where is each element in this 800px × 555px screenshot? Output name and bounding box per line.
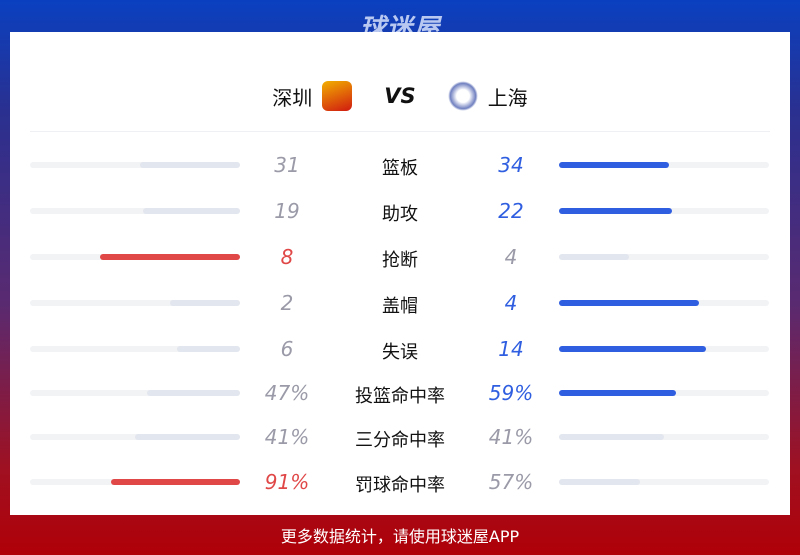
away-bar-fill: [559, 208, 672, 214]
stat-label: 抢断: [382, 250, 418, 271]
away-value: 4: [504, 245, 518, 269]
home-value: 2: [280, 291, 294, 315]
home-bar-track: [30, 346, 240, 352]
away-value: 34: [498, 153, 524, 177]
home-bar-fill: [135, 434, 240, 440]
home-bar-fill: [146, 390, 240, 396]
home-value: 6: [280, 337, 294, 361]
stat-label: 投篮命中率: [355, 386, 445, 407]
stats-card: 深圳 VS 上海 31 篮板 34 19 助攻 22 8 抢断 4 2 盖帽 4…: [10, 32, 790, 515]
away-bar-fill: [559, 479, 640, 485]
home-value: 91%: [264, 470, 310, 494]
home-bar-fill: [110, 479, 240, 485]
stat-row: 47% 投篮命中率 59%: [10, 379, 790, 409]
away-bar-fill: [559, 162, 669, 168]
stat-label: 失误: [382, 342, 418, 363]
away-bar-track: [559, 434, 769, 440]
away-value: 14: [498, 337, 524, 361]
home-value: 31: [274, 153, 300, 177]
away-bar-fill: [559, 346, 706, 352]
stat-row: 6 失误 14: [10, 335, 790, 365]
matchup-header: 深圳 VS 上海: [10, 76, 790, 116]
stat-row: 41% 三分命中率 41%: [10, 423, 790, 453]
away-team-logo-icon: [447, 81, 478, 111]
footer-promo: 更多数据统计，请使用球迷屋APP: [280, 527, 520, 546]
home-team-name: 深圳: [272, 85, 313, 110]
away-team-name: 上海: [487, 85, 528, 110]
home-bar-fill: [100, 254, 240, 260]
stat-row: 19 助攻 22: [10, 197, 790, 227]
away-bar-track: [559, 254, 769, 260]
home-bar-track: [30, 390, 240, 396]
home-value: 41%: [264, 425, 310, 449]
home-value: 19: [274, 199, 300, 223]
away-bar-track: [559, 208, 769, 214]
home-bar-fill: [177, 346, 240, 352]
away-value: 57%: [488, 470, 534, 494]
home-team-logo-icon: [322, 81, 353, 111]
stat-label: 助攻: [382, 204, 418, 225]
home-bar-fill: [142, 208, 240, 214]
home-bar-track: [30, 254, 240, 260]
away-bar-track: [559, 162, 769, 168]
away-bar-track: [559, 390, 769, 396]
home-bar-fill: [170, 300, 240, 306]
away-bar-track: [559, 346, 769, 352]
home-bar-track: [30, 434, 240, 440]
stat-row: 2 盖帽 4: [10, 289, 790, 319]
stat-row: 8 抢断 4: [10, 243, 790, 273]
away-value: 4: [504, 291, 518, 315]
home-value: 8: [280, 245, 294, 269]
home-bar-fill: [139, 162, 240, 168]
stat-label: 罚球命中率: [355, 475, 445, 496]
away-bar-fill: [559, 390, 676, 396]
home-bar-track: [30, 208, 240, 214]
home-bar-track: [30, 300, 240, 306]
away-value: 41%: [488, 425, 534, 449]
vs-label: VS: [384, 84, 416, 108]
divider: [30, 131, 770, 132]
stat-label: 盖帽: [382, 296, 418, 317]
away-bar-fill: [559, 254, 629, 260]
home-bar-track: [30, 162, 240, 168]
stat-row: 31 篮板 34: [10, 151, 790, 181]
away-bar-fill: [559, 300, 699, 306]
away-team: 上海: [447, 81, 528, 111]
home-bar-track: [30, 479, 240, 485]
stat-row: 91% 罚球命中率 57%: [10, 468, 790, 498]
away-value: 22: [498, 199, 524, 223]
stat-label: 三分命中率: [355, 430, 445, 451]
away-bar-track: [559, 479, 769, 485]
home-value: 47%: [264, 381, 310, 405]
away-value: 59%: [488, 381, 534, 405]
home-team: 深圳: [272, 81, 353, 111]
stat-label: 篮板: [382, 158, 418, 179]
away-bar-track: [559, 300, 769, 306]
away-bar-fill: [559, 434, 664, 440]
